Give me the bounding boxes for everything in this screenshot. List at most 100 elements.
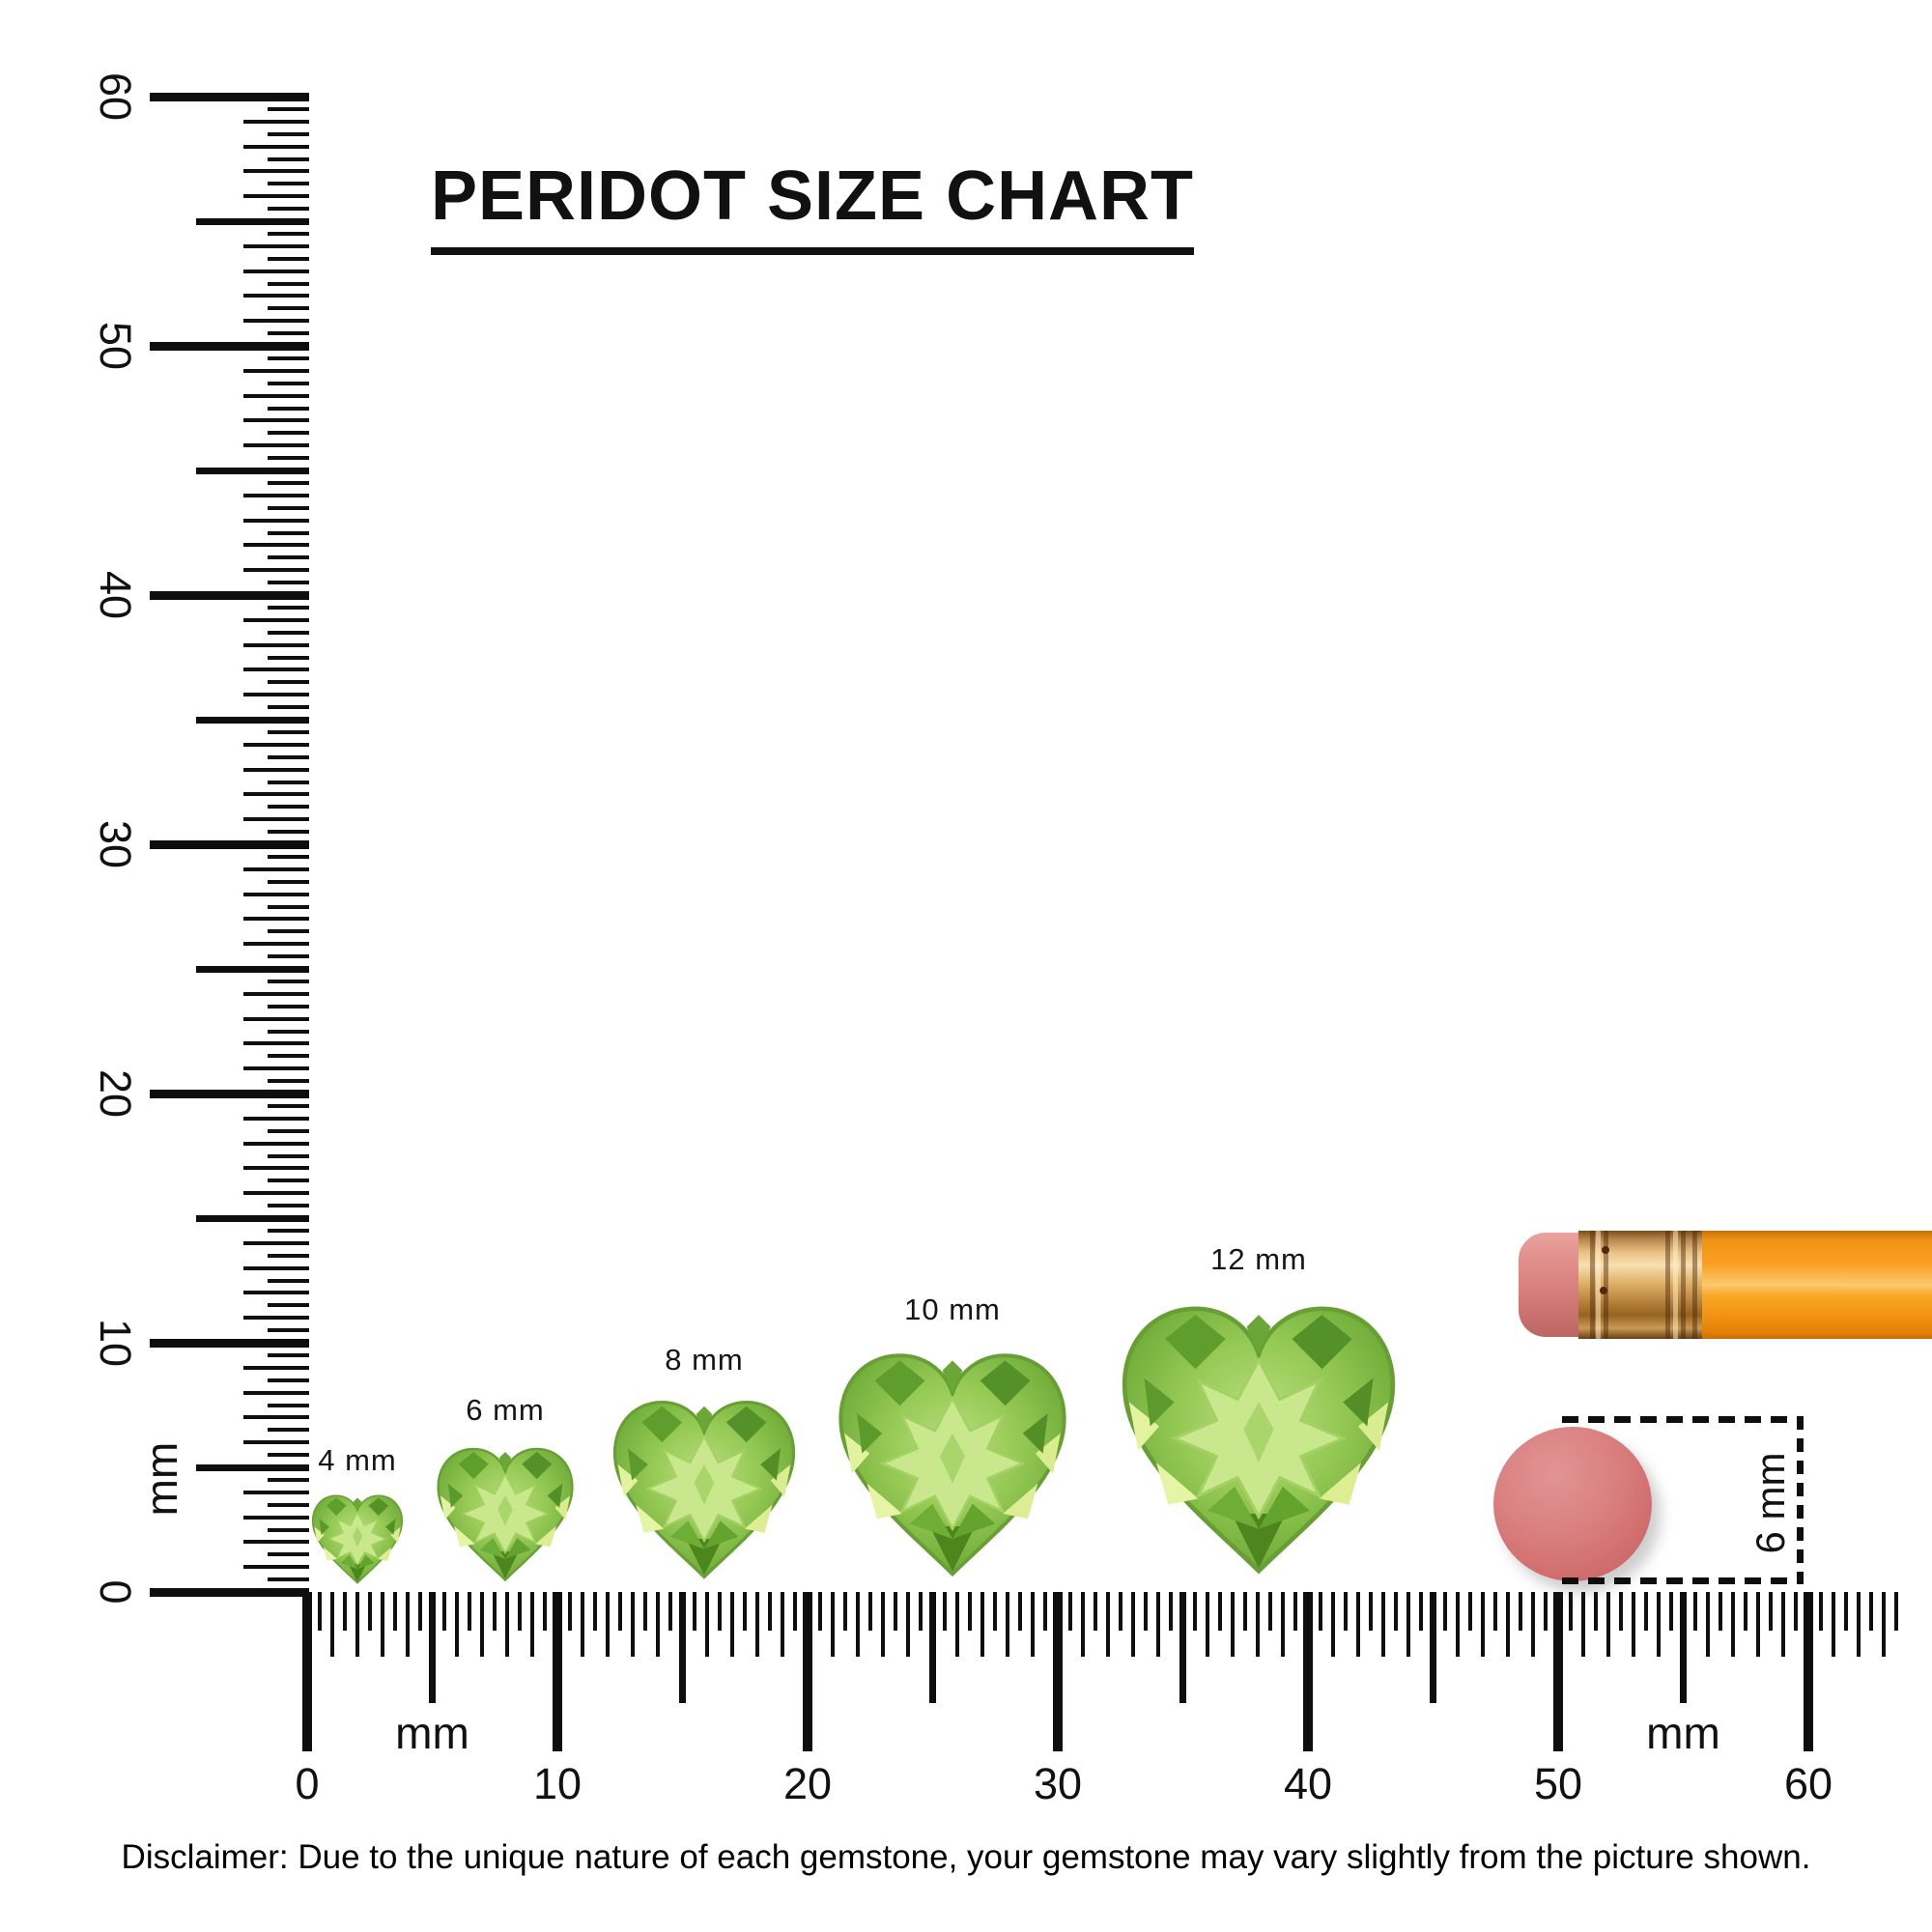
ruler-tick: [243, 1016, 309, 1021]
ruler-tick: [518, 1592, 523, 1631]
ruler-tick: [755, 1592, 760, 1657]
ruler-tick: [268, 1004, 309, 1009]
ruler-tick: [880, 1592, 885, 1657]
ruler-tick: [150, 1089, 309, 1098]
ruler-tick: [380, 1592, 384, 1657]
ruler-tick: [196, 1463, 309, 1471]
ruler-tick: [1553, 1592, 1563, 1751]
ferrule-groove: [1665, 1231, 1670, 1339]
ruler-tick: [150, 1338, 309, 1348]
ruler-tick: [268, 281, 309, 286]
ruler-tick: [642, 1592, 647, 1631]
ruler-tick: [268, 1552, 309, 1557]
ruler-tick: [268, 854, 309, 859]
ruler-tick: [668, 1592, 672, 1631]
ruler-tick: [243, 294, 309, 298]
ruler-tick: [1406, 1592, 1410, 1657]
ruler-tick: [268, 680, 309, 685]
ruler-tick: [1531, 1592, 1536, 1657]
ruler-tick: [268, 655, 309, 660]
ruler-tick: [268, 630, 309, 635]
ruler-tick: [1179, 1592, 1186, 1703]
ruler-tick: [268, 1153, 309, 1158]
ruler-tick: [268, 306, 309, 311]
ruler-tick: [268, 780, 309, 784]
ferrule-groove-highlight: [1673, 1231, 1678, 1339]
ruler-tick: [1443, 1592, 1448, 1631]
ruler-tick: [268, 156, 309, 161]
ruler-tick: [968, 1592, 973, 1631]
ruler-tick: [243, 144, 309, 149]
ruler-tick: [268, 456, 309, 461]
ruler-tick: [1330, 1592, 1335, 1657]
ruler-number-label: 10: [532, 1759, 582, 1808]
ruler-tick: [268, 231, 309, 236]
ruler-tick: [268, 581, 309, 585]
ruler-tick: [1631, 1592, 1635, 1657]
ruler-tick: [1093, 1592, 1097, 1631]
ruler-tick: [243, 792, 309, 797]
ruler-tick: [243, 418, 309, 423]
ruler-tick: [268, 207, 309, 212]
ruler-tick: [268, 355, 309, 360]
ruler-tick: [580, 1592, 584, 1657]
ruler-tick: [243, 518, 309, 523]
ruler-tick: [268, 805, 309, 810]
gem-size-label: 6 mm: [466, 1393, 545, 1427]
ruler-tick: [243, 1291, 309, 1295]
ruler-tick: [302, 1592, 312, 1751]
ruler-tick: [268, 256, 309, 261]
ruler-tick: [855, 1592, 860, 1657]
ruler-tick: [268, 754, 309, 759]
ruler-tick: [150, 590, 309, 600]
gem-size-label: 4 mm: [318, 1443, 397, 1477]
peridot-heart-10mm: [838, 1353, 1066, 1577]
ruler-tick: [1281, 1592, 1286, 1657]
ruler-tick: [1143, 1592, 1148, 1631]
ruler-number-label: 20: [782, 1759, 833, 1808]
ruler-tick: [1231, 1592, 1236, 1657]
ruler-tick: [1818, 1592, 1823, 1631]
ruler-tick: [617, 1592, 622, 1631]
ruler-tick: [1519, 1592, 1523, 1631]
ruler-tick: [243, 991, 309, 996]
ruler-tick: [243, 393, 309, 398]
ruler-tick: [1794, 1592, 1799, 1631]
ruler-tick: [268, 530, 309, 535]
ruler-tick: [243, 269, 309, 273]
ruler-tick: [268, 1527, 309, 1532]
ruler-tick: [730, 1592, 735, 1657]
ruler-tick: [1544, 1592, 1548, 1631]
ruler-tick: [243, 1191, 309, 1196]
ruler-number-label: 30: [1033, 1759, 1083, 1808]
ruler-tick: [1468, 1592, 1473, 1631]
ruler-tick: [196, 716, 309, 724]
ruler-tick: [592, 1592, 597, 1631]
ruler-tick: [468, 1592, 472, 1631]
ruler-tick: [268, 904, 309, 909]
ruler-tick: [417, 1592, 422, 1631]
ruler-tick: [243, 767, 309, 772]
ruler-tick: [243, 169, 309, 174]
ruler-tick: [605, 1592, 610, 1657]
ruler-tick: [243, 1041, 309, 1046]
ruler-tick: [1168, 1592, 1173, 1631]
peridot-heart-12mm: [1108, 1288, 1409, 1589]
ruler-tick: [768, 1592, 773, 1631]
ruler-tick: [718, 1592, 723, 1631]
ruler-tick: [243, 1540, 309, 1545]
ruler-tick: [196, 965, 309, 973]
ruler-tick: [268, 1079, 309, 1084]
ruler-tick: [268, 1477, 309, 1482]
ruler-tick: [905, 1592, 910, 1657]
ferrule-rivet: [1602, 1246, 1609, 1254]
ruler-number-label: 40: [1283, 1759, 1333, 1808]
ruler-tick: [1668, 1592, 1673, 1631]
ruler-tick: [268, 1278, 309, 1283]
ruler-number-label: 60: [1783, 1759, 1833, 1808]
ruler-tick: [268, 431, 309, 436]
dimension-line-bottom: [1562, 1577, 1800, 1584]
ruler-tick: [679, 1592, 686, 1703]
ruler-tick: [268, 1577, 309, 1582]
